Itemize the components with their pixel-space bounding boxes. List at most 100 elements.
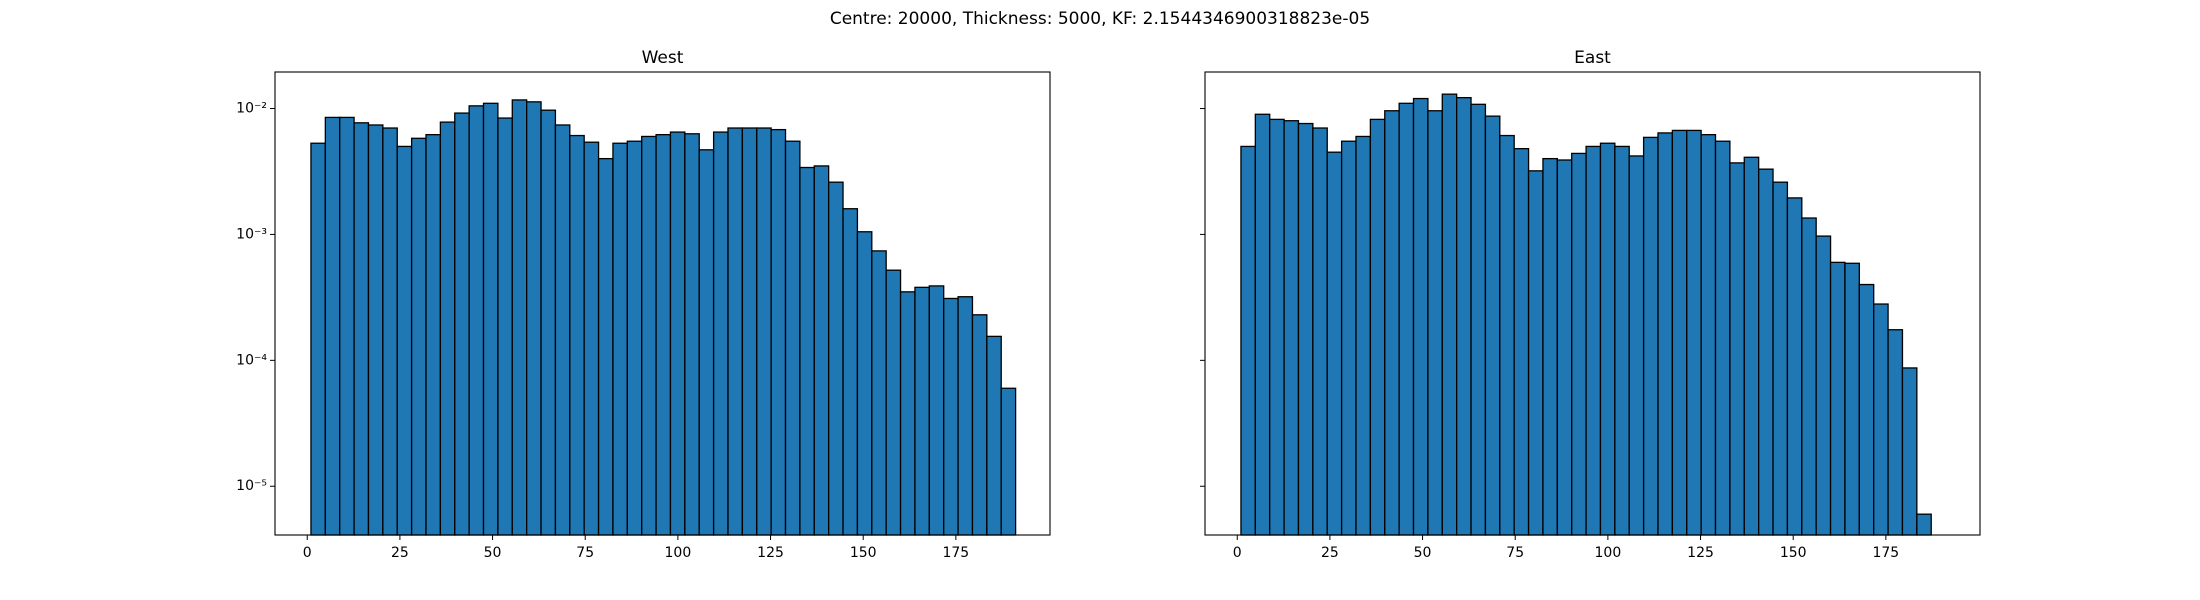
x-tick-label: 125 (757, 545, 784, 561)
bar (1340, 140, 1357, 536)
bar (684, 133, 700, 536)
y-tick-label: 10⁻³ (236, 226, 267, 242)
bar (1686, 129, 1702, 536)
bar (698, 149, 715, 536)
bar (382, 127, 398, 536)
x-tick-label: 0 (303, 545, 312, 561)
y-tick-label: 10⁻⁴ (236, 352, 267, 368)
bar (1614, 145, 1630, 536)
bar (511, 99, 528, 536)
x-tick-label: 25 (391, 545, 409, 561)
bar (1829, 261, 1846, 536)
bar (1657, 132, 1674, 536)
bar (1355, 135, 1372, 536)
bar (669, 131, 686, 536)
bar (799, 166, 815, 536)
bar (1815, 235, 1832, 536)
bar (1729, 162, 1745, 536)
bar (1671, 129, 1688, 536)
x-tick-label: 100 (1595, 545, 1622, 561)
bar (526, 101, 542, 536)
bar (1556, 159, 1573, 536)
bar (1326, 151, 1343, 536)
bar (1254, 113, 1271, 536)
bar (1628, 155, 1645, 536)
x-tick-label: 50 (1414, 545, 1432, 561)
axes-title: West (642, 48, 684, 68)
bar (1000, 387, 1017, 536)
bar (367, 124, 384, 536)
x-tick-label: 100 (665, 545, 692, 561)
bar (569, 134, 585, 536)
bar (813, 165, 830, 536)
bar (597, 157, 614, 536)
x-tick-label: 175 (942, 545, 969, 561)
bar (310, 142, 326, 536)
bar (324, 116, 341, 536)
bar (1801, 217, 1817, 536)
bar (1412, 97, 1429, 536)
bar (1470, 103, 1487, 536)
axes-title: East (1574, 48, 1611, 68)
bar (943, 297, 959, 536)
bar (1700, 134, 1717, 536)
bar (1484, 115, 1501, 536)
bar (1599, 142, 1616, 536)
bar (626, 140, 643, 536)
figure-title: Centre: 20000, Thickness: 5000, KF: 2.15… (830, 9, 1370, 29)
bar (540, 109, 557, 536)
bar (1398, 102, 1415, 536)
bar (712, 131, 729, 536)
bar (1441, 93, 1458, 536)
bar (971, 314, 988, 536)
bar (1858, 283, 1875, 536)
bar (497, 117, 513, 536)
bar (583, 141, 600, 536)
bar (1384, 110, 1400, 536)
bar (554, 124, 571, 536)
bar (1887, 329, 1904, 536)
bar (1571, 152, 1587, 536)
bar (454, 112, 470, 536)
bar (770, 128, 787, 536)
x-tick-label: 125 (1687, 545, 1714, 561)
bar (439, 121, 456, 536)
bar (842, 208, 859, 536)
x-tick-label: 75 (576, 545, 594, 561)
bar (1758, 168, 1774, 536)
y-tick-label: 10⁻² (236, 101, 267, 117)
bar (1499, 134, 1515, 536)
bar (1369, 118, 1386, 536)
bar (353, 122, 370, 536)
bar (1772, 181, 1789, 536)
bar (1527, 170, 1544, 536)
x-tick-label: 0 (1233, 545, 1242, 561)
axes-frame (1204, 71, 1981, 536)
bar (899, 291, 916, 536)
x-tick-label: 50 (484, 545, 502, 561)
bar (1873, 303, 1889, 536)
bar (986, 335, 1002, 536)
bar (1283, 120, 1300, 536)
bar (396, 145, 413, 536)
bar (1542, 157, 1558, 536)
x-tick-label: 150 (850, 545, 877, 561)
bar (1312, 127, 1328, 536)
bar (1714, 140, 1731, 536)
y-tick-label: 10⁻⁵ (236, 478, 267, 494)
bar (1844, 262, 1860, 536)
x-tick-label: 150 (1780, 545, 1807, 561)
x-tick-label: 175 (1872, 545, 1899, 561)
axes-frame (274, 71, 1051, 536)
bar (339, 116, 355, 536)
bar (468, 105, 485, 536)
bar (1642, 136, 1659, 536)
x-tick-label: 25 (1321, 545, 1339, 561)
x-tick-label: 75 (1506, 545, 1524, 561)
bar (1427, 110, 1443, 536)
bar (1743, 156, 1760, 536)
bar (1901, 367, 1918, 536)
bar (1585, 145, 1602, 536)
bar (741, 127, 758, 536)
